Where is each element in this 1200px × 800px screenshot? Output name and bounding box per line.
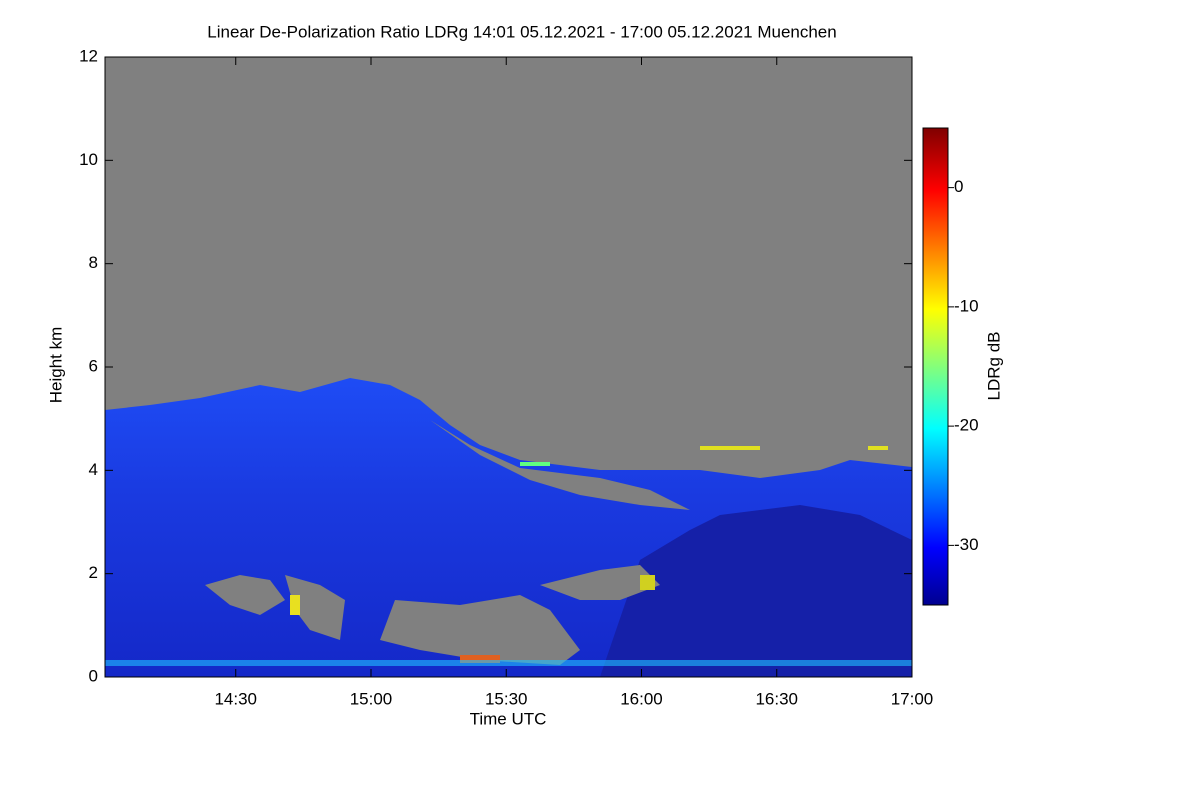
x-tick-label: 15:00 [350,689,393,708]
x-tick-label: 15:30 [485,689,528,708]
y-tick-label: 12 [79,46,98,65]
x-axis-label: Time UTC [470,709,547,728]
chart-title: Linear De-Polarization Ratio LDRg 14:01 … [207,22,836,41]
colorbar-tick-label: -10 [954,296,979,315]
colorbar-tick-label: -30 [954,535,979,554]
x-tick-label: 16:30 [755,689,798,708]
x-tick-label: 14:30 [214,689,257,708]
y-tick-label: 10 [79,150,98,169]
y-tick-label: 6 [89,356,98,375]
colorbar-tick-label: 0 [954,177,963,196]
colorbar-tick-label: -20 [954,416,979,435]
field [105,57,912,677]
colorbar-label: LDRg dB [984,332,1003,401]
y-tick-label: 4 [89,460,98,479]
y-axis-label: Height km [46,327,65,404]
y-tick-label: 8 [89,253,98,272]
y-tick-label: 0 [89,666,98,685]
y-tick-label: 2 [89,563,98,582]
colorbar [922,127,949,606]
x-tick-label: 17:00 [891,689,934,708]
x-tick-label: 16:00 [620,689,663,708]
